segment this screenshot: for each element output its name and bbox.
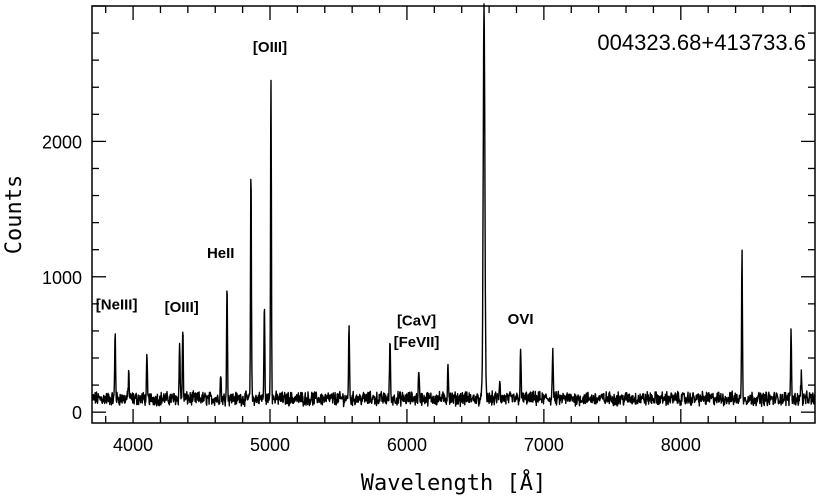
axis-ticks [92,5,815,423]
y-tick-label: 1000 [42,268,82,288]
plot-frame [91,5,816,424]
x-tick-label: 6000 [387,435,427,455]
line-annotation: [FeVII] [394,334,440,351]
y-tick-label: 2000 [42,132,82,152]
axis-tick-labels: 4000 5000 6000 7000 8000 0 1000 2000 [42,132,701,455]
line-annotation: [OIII] [253,39,287,56]
chart-title: 004323.68+413733.6 [597,30,806,55]
x-axis-title: Wavelength [Å] [361,469,546,496]
x-tick-label: 4000 [113,435,153,455]
line-annotations: [NeIII] [OIII] HeII [OIII] [CaV] [FeVII] OVI [96,39,534,351]
line-annotation: [CaV] [397,313,436,330]
y-tick-label: 0 [72,403,82,423]
line-annotation: HeII [207,245,235,262]
line-annotation: [NeIII] [96,296,138,313]
x-tick-label: 8000 [661,435,701,455]
x-tick-label: 5000 [250,435,290,455]
x-tick-label: 7000 [524,435,564,455]
y-axis-title: Counts [2,175,27,254]
line-annotation: [OIII] [165,299,199,316]
spectrum-line [91,3,816,408]
line-annotation: OVI [508,311,534,328]
